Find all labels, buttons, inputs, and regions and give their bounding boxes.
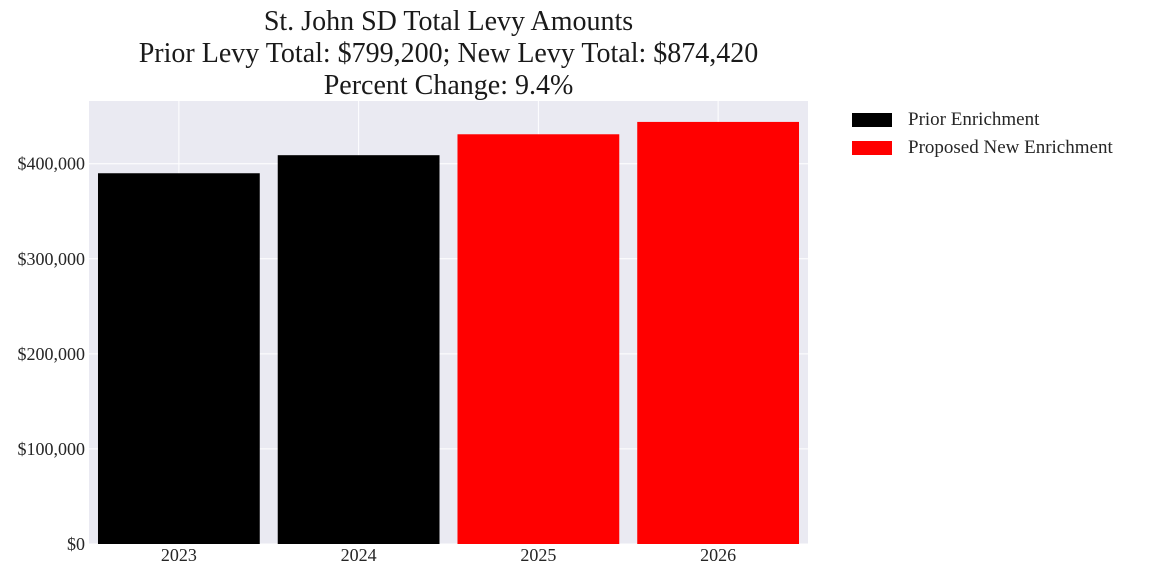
legend-label-prior: Prior Enrichment [908,109,1040,130]
y-tick-label: $400,000 [18,154,86,174]
y-tick-label: $0 [67,534,85,554]
bar-2024 [277,155,440,544]
legend-swatch-prior [852,113,892,127]
legend-item-proposed: Proposed New Enrichment [852,134,1113,162]
y-tick-label: $100,000 [18,439,86,459]
chart-title-line-1: St. John SD Total Levy Amounts [263,6,634,37]
x-tick-label: 2023 [161,545,197,565]
legend-item-prior: Prior Enrichment [852,106,1113,134]
bar-2026 [637,121,800,545]
legend-label-proposed: Proposed New Enrichment [908,137,1113,158]
chart-title-line-3: Percent Change: 9.4% [323,70,574,101]
legend: Prior Enrichment Proposed New Enrichment [852,106,1113,162]
bar-2025 [457,134,620,545]
bar-2023 [97,173,260,544]
y-tick-label: $300,000 [18,249,86,269]
chart-title-line-2: Prior Levy Total: $799,200; New Levy Tot… [138,38,759,69]
x-tick-label: 2026 [700,545,736,565]
x-tick-label: 2025 [520,545,556,565]
y-tick-label: $200,000 [18,344,86,364]
legend-swatch-proposed [852,141,892,155]
x-tick-label: 2024 [341,545,377,565]
